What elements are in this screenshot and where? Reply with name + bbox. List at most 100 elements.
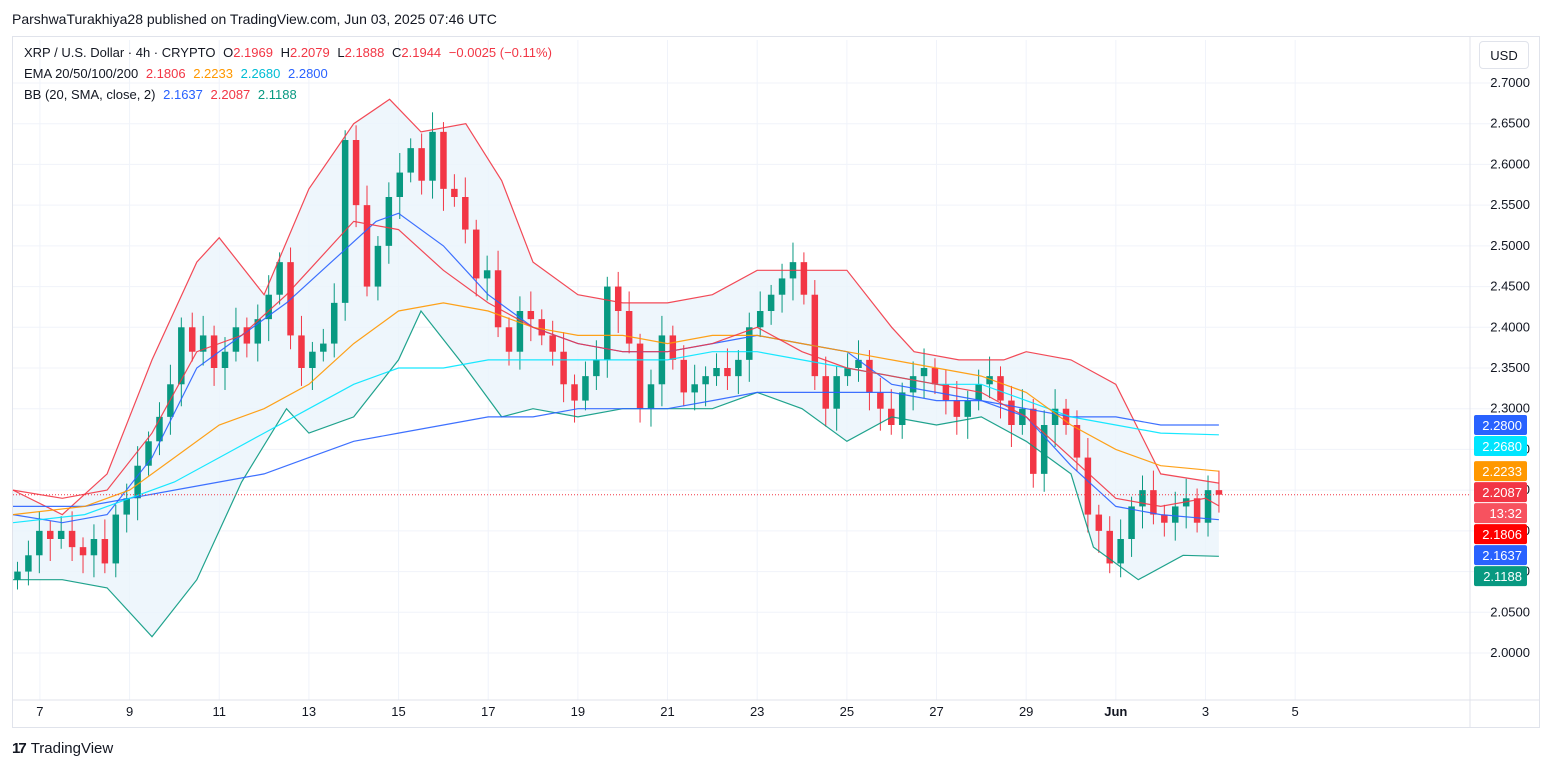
y-tick-label: 2.5500 <box>1490 197 1530 212</box>
price-label-tag <box>1474 503 1527 524</box>
candle-body <box>909 376 917 393</box>
candle-body <box>1062 408 1070 425</box>
ohlc-legend: XRP / U.S. Dollar · 4h · CRYPTO O2.1969 … <box>24 45 556 60</box>
candle-body <box>1204 490 1212 523</box>
candle-body <box>145 441 152 466</box>
price-label-text: 13:32 <box>1489 506 1522 521</box>
candle-body <box>877 392 884 409</box>
candle-body <box>363 205 371 287</box>
x-tick-label: 3 <box>1202 704 1209 719</box>
bollinger-band-fill <box>13 99 1219 637</box>
candle-body <box>669 335 677 360</box>
x-tick-label: 9 <box>126 704 133 719</box>
candle-body <box>549 335 556 352</box>
candle-body <box>472 229 480 279</box>
candle-body <box>702 376 709 385</box>
candle-body <box>571 384 578 401</box>
candle-body <box>440 131 447 189</box>
close-value: 2.1944 <box>401 45 442 60</box>
candle-body <box>199 335 207 352</box>
high-label: H <box>280 45 290 60</box>
bb-legend[interactable]: BB (20, SMA, close, 2) 2.1637 2.2087 2.1… <box>24 87 301 102</box>
ema20-line <box>12 220 1220 508</box>
currency-button[interactable]: USD <box>1479 41 1529 69</box>
x-tick-label: 5 <box>1292 704 1299 719</box>
candle-body <box>1008 400 1015 425</box>
candle-body <box>1139 490 1146 507</box>
chart-frame[interactable] <box>12 36 1540 728</box>
candle-body <box>320 343 327 352</box>
candle-body <box>112 514 120 564</box>
candle-body <box>844 368 851 377</box>
candle-body <box>735 359 742 377</box>
candle-body <box>778 278 786 295</box>
candle-body <box>156 416 163 442</box>
candle-body <box>713 368 720 377</box>
y-tick-label: 2.4500 <box>1490 279 1530 294</box>
bb-label: BB (20, SMA, close, 2) <box>24 87 156 102</box>
candle-body <box>604 286 611 360</box>
candle-body <box>352 140 360 206</box>
candle-body <box>134 465 141 499</box>
candle-body <box>210 335 218 368</box>
tradingview-footer[interactable]: 17 TradingView <box>12 740 113 757</box>
candle-body <box>724 368 731 377</box>
candle-body <box>898 392 906 425</box>
bb-lower-value: 2.1188 <box>257 87 297 102</box>
price-label-tag <box>1474 545 1527 566</box>
bb-lower-line <box>13 309 1219 638</box>
candle-body <box>593 359 600 377</box>
candle-body <box>178 327 185 385</box>
candle-body <box>1150 490 1157 515</box>
symbol-label[interactable]: XRP / U.S. Dollar · 4h · CRYPTO <box>24 45 216 60</box>
ema50-value: 2.2233 <box>193 66 233 81</box>
x-tick-label: 19 <box>571 704 585 719</box>
y-tick-label: 2.6000 <box>1490 156 1530 171</box>
x-tick-label: 21 <box>660 704 674 719</box>
price-label-text: 2.2800 <box>1482 418 1522 433</box>
y-tick-label: 2.0000 <box>1490 645 1530 660</box>
price-label-tag <box>1474 461 1527 482</box>
candle-body <box>396 172 404 197</box>
candle-body <box>614 286 622 311</box>
price-label-tag <box>1474 415 1527 435</box>
low-label: L <box>337 45 345 60</box>
ema-legend[interactable]: EMA 20/50/100/200 2.1806 2.2233 2.2680 2… <box>24 66 332 81</box>
candle-body <box>953 400 961 417</box>
candle-body <box>811 294 819 377</box>
candle-body <box>188 327 196 352</box>
y-tick-label: 2.0500 <box>1490 604 1530 619</box>
attribution-text: ParshwaTurakhiya28 published on TradingV… <box>12 11 497 27</box>
candle-body <box>647 384 655 409</box>
close-label: C <box>392 45 402 60</box>
candle-body <box>47 530 54 539</box>
candle-body <box>538 319 546 336</box>
ema200-value: 2.2800 <box>288 66 328 81</box>
candle-body <box>1215 490 1223 495</box>
y-tick-label: 2.6500 <box>1490 116 1530 131</box>
x-tick-label: 29 <box>1019 704 1033 719</box>
candle-body <box>1073 425 1081 458</box>
candle-body <box>123 498 130 515</box>
price-label-tag <box>1474 566 1527 587</box>
candle-body <box>1172 506 1179 523</box>
candle-body <box>920 368 928 377</box>
candle-body <box>221 351 229 368</box>
y-tick-label: 2.3500 <box>1490 360 1530 375</box>
candle-body <box>560 351 567 385</box>
candle-body <box>505 327 513 352</box>
open-value: 2.1969 <box>233 45 273 60</box>
price-label-tag <box>1474 524 1527 545</box>
candle-body <box>25 555 32 572</box>
candle-body <box>36 530 43 556</box>
price-label-text: 2.1637 <box>1482 548 1522 563</box>
candle-body <box>407 148 414 173</box>
candle-body <box>1040 425 1048 474</box>
candle-body <box>746 327 753 360</box>
candle-body <box>483 270 491 279</box>
candle-body <box>68 530 76 548</box>
candle-body <box>625 311 633 344</box>
candle-body <box>767 294 775 311</box>
y-tick-label: 2.4000 <box>1490 319 1530 334</box>
